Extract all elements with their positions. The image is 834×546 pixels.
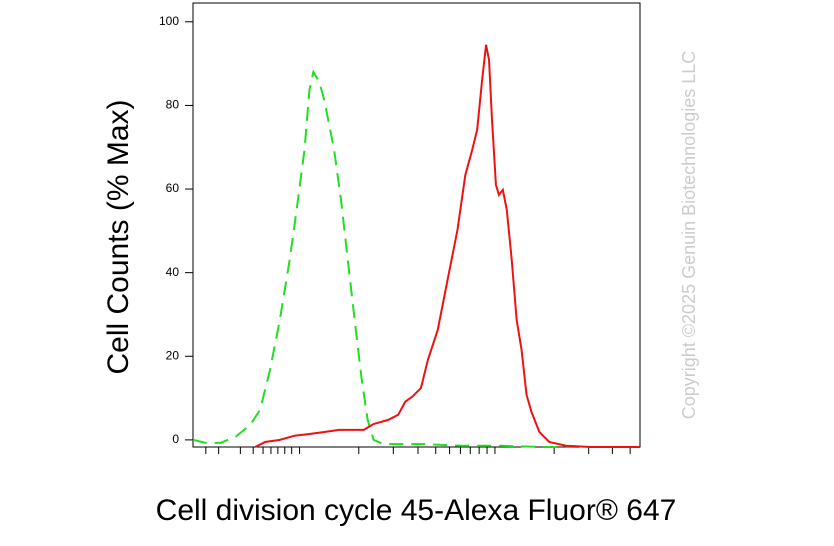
x-axis-title: Cell division cycle 45-Alexa Fluor® 647: [156, 494, 677, 527]
y-tick-label: 80: [166, 98, 180, 112]
y-tick-label: 60: [166, 181, 180, 195]
series-line: [254, 44, 640, 448]
y-tick-label: 0: [172, 432, 179, 446]
plot-frame: [192, 2, 641, 448]
watermark: Copyright ©2025 Genuin Biotechnologies L…: [679, 51, 699, 420]
y-tick-label: 20: [166, 348, 180, 362]
y-axis-title: Cell Counts (% Max): [102, 99, 135, 374]
y-tick-label: 100: [159, 14, 179, 28]
series-line: [192, 69, 640, 448]
y-tick-label: 40: [166, 265, 180, 279]
